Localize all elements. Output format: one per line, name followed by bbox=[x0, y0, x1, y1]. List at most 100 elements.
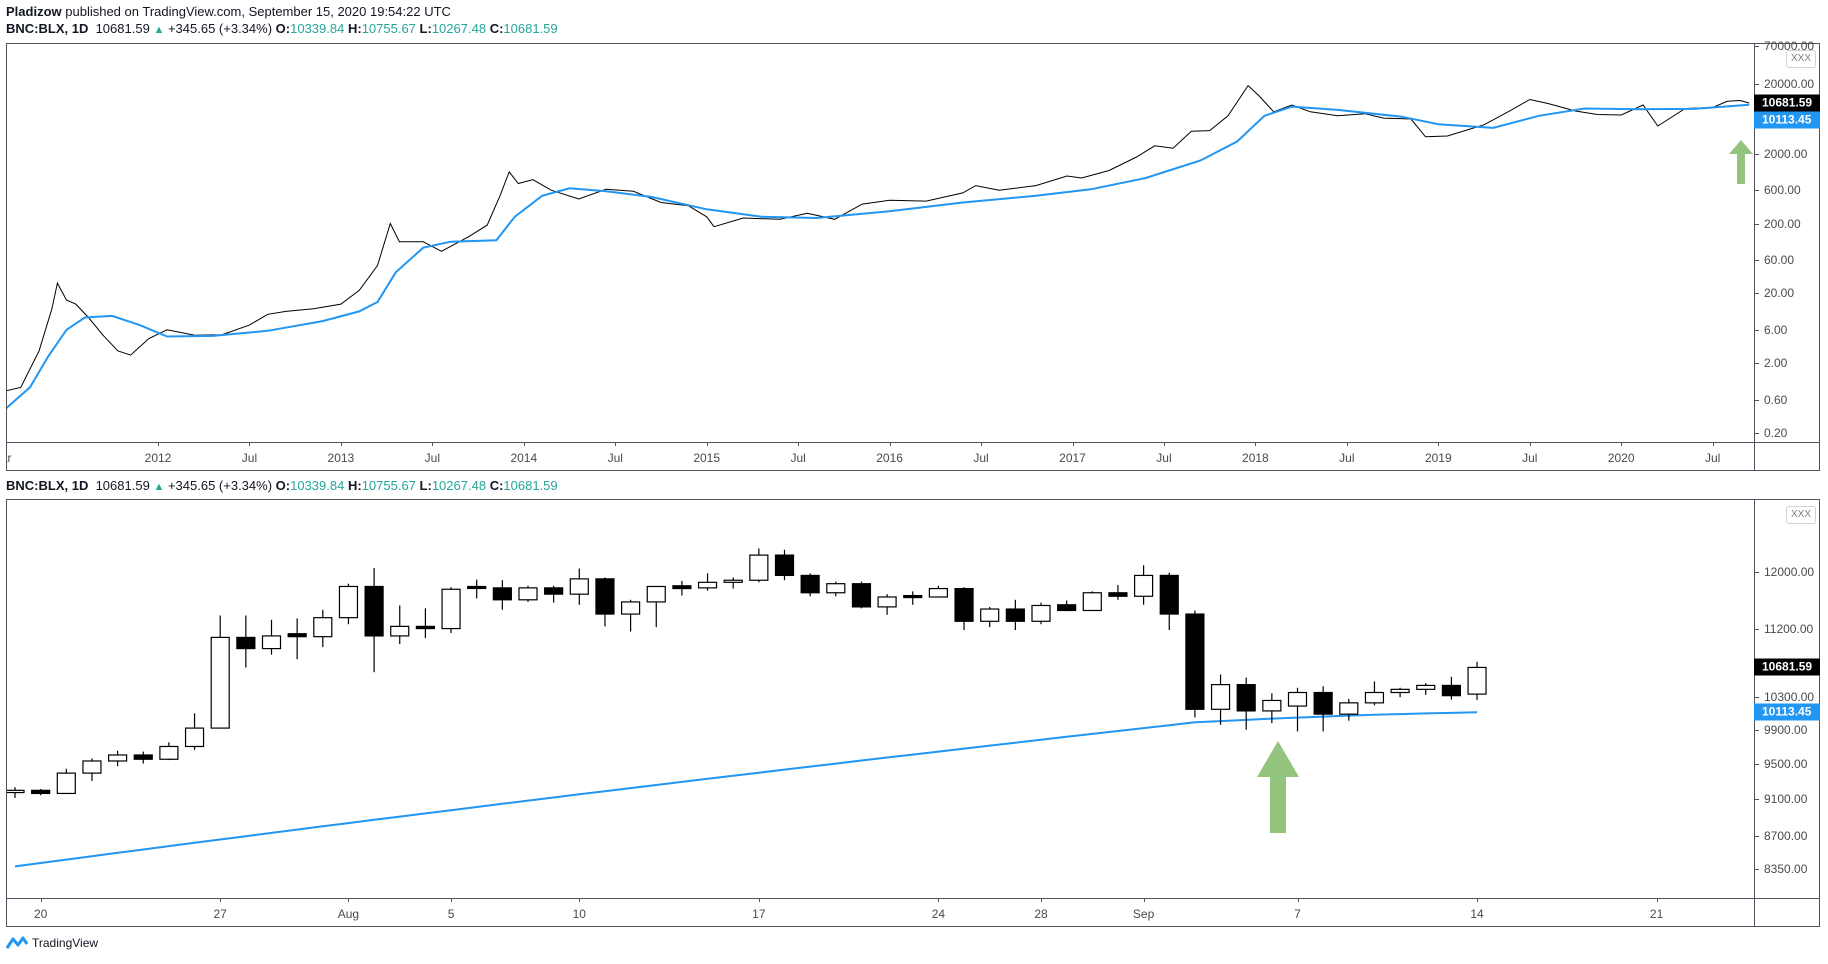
moving-average-line bbox=[7, 103, 1750, 409]
x-tick-mark bbox=[1656, 898, 1658, 902]
x-tick-mark bbox=[1072, 442, 1074, 446]
candle[interactable] bbox=[1031, 602, 1051, 625]
candle[interactable] bbox=[287, 618, 307, 660]
ma-value-tag: 10113.45 bbox=[1754, 703, 1820, 721]
candle[interactable] bbox=[313, 609, 333, 648]
candle[interactable] bbox=[1185, 610, 1205, 718]
low-value: 10267.48 bbox=[431, 478, 487, 493]
ma-value-tag: 10113.45 bbox=[1754, 111, 1820, 129]
candle[interactable] bbox=[1210, 674, 1231, 725]
candle[interactable] bbox=[697, 573, 718, 591]
candle[interactable] bbox=[441, 587, 461, 633]
candle[interactable] bbox=[1236, 677, 1256, 730]
candle[interactable] bbox=[1339, 698, 1359, 721]
bottom-price-axis[interactable]: XXX 12400.0012000.0011200.0010300.009900… bbox=[1753, 500, 1820, 898]
candle[interactable] bbox=[1262, 693, 1282, 724]
candle[interactable] bbox=[56, 768, 76, 795]
candle[interactable] bbox=[980, 606, 1000, 628]
scale-button[interactable]: XXX bbox=[1786, 50, 1816, 68]
candle[interactable] bbox=[338, 583, 359, 625]
candle[interactable] bbox=[1159, 572, 1179, 631]
candle[interactable] bbox=[1364, 681, 1385, 706]
candle[interactable] bbox=[518, 585, 538, 602]
candle[interactable] bbox=[236, 615, 256, 668]
candle[interactable] bbox=[749, 548, 769, 583]
candle[interactable] bbox=[159, 742, 179, 761]
candle[interactable] bbox=[877, 594, 897, 615]
candle[interactable] bbox=[928, 585, 949, 598]
x-tick-label: 2016 bbox=[876, 451, 903, 465]
candle[interactable] bbox=[1416, 683, 1436, 695]
x-tick-mark bbox=[1143, 898, 1145, 902]
candle[interactable] bbox=[903, 591, 923, 605]
candle[interactable] bbox=[723, 577, 743, 589]
x-tick-label: 2014 bbox=[510, 451, 538, 465]
candle[interactable] bbox=[107, 750, 128, 767]
candle[interactable] bbox=[390, 605, 410, 645]
high-label: H: bbox=[347, 478, 362, 493]
y-tick-label: 200.00 bbox=[1754, 216, 1801, 231]
candle[interactable] bbox=[1082, 591, 1102, 612]
green-up-arrow-icon bbox=[1729, 140, 1753, 184]
top-time-axis[interactable]: ar 2012 Jul 2013 Jul 2014 Jul 2015 Jul 2016 Jul 201… bbox=[6, 442, 1820, 471]
candle[interactable] bbox=[1390, 687, 1410, 698]
candle[interactable] bbox=[1441, 676, 1462, 700]
candle[interactable] bbox=[1005, 599, 1025, 631]
candle[interactable] bbox=[184, 713, 205, 750]
candle[interactable] bbox=[954, 587, 974, 631]
candle[interactable] bbox=[595, 577, 615, 627]
scale-button[interactable]: XXX bbox=[1786, 506, 1816, 524]
candle[interactable] bbox=[415, 608, 435, 639]
candle[interactable] bbox=[851, 581, 872, 609]
candle[interactable] bbox=[133, 751, 153, 764]
candle[interactable] bbox=[774, 549, 795, 581]
candle[interactable] bbox=[1108, 585, 1128, 600]
up-triangle-icon: ▲ bbox=[153, 24, 165, 36]
candle[interactable] bbox=[800, 573, 820, 597]
candle[interactable] bbox=[544, 585, 564, 603]
top-chart-panel[interactable]: XXX 70000.00 20000.00 2000.00 600.00 200.00 6… bbox=[6, 39, 1820, 443]
symbol-label: BNC:BLX, 1D bbox=[6, 21, 89, 36]
tradingview-logo[interactable]: TradingView bbox=[6, 936, 98, 950]
candle[interactable] bbox=[620, 599, 641, 632]
candle[interactable] bbox=[82, 758, 102, 782]
candle[interactable] bbox=[210, 615, 230, 729]
candle[interactable] bbox=[1467, 661, 1487, 700]
candle-body-up bbox=[826, 583, 846, 594]
open-label: O: bbox=[275, 478, 291, 493]
candle-body-down bbox=[1441, 684, 1462, 697]
author-name: Pladizow bbox=[6, 4, 62, 19]
top-time-axis-labels: ar 2012 Jul 2013 Jul 2014 Jul 2015 Jul 2016 Jul 201… bbox=[7, 442, 1755, 470]
candle[interactable] bbox=[672, 580, 692, 596]
bottom-time-axis[interactable]: 20 27 Aug 5 10 17 24 28 Sep 7 14 21 bbox=[6, 898, 1820, 927]
top-plot-area[interactable] bbox=[7, 44, 1755, 442]
candle[interactable] bbox=[261, 619, 282, 655]
candle-body-up bbox=[518, 587, 538, 601]
open-value: 10339.84 bbox=[290, 478, 345, 493]
candle[interactable] bbox=[1287, 687, 1308, 732]
x-tick-label: 21 bbox=[1649, 907, 1664, 921]
candle[interactable] bbox=[31, 788, 51, 796]
candle[interactable] bbox=[492, 580, 512, 610]
candle[interactable] bbox=[364, 567, 384, 673]
candle[interactable] bbox=[1313, 686, 1333, 732]
candle-body-up bbox=[184, 727, 205, 748]
candle[interactable] bbox=[1133, 565, 1154, 605]
candle-body-up bbox=[7, 789, 25, 794]
candle-body-down bbox=[492, 587, 512, 601]
candle-body-up bbox=[1339, 702, 1359, 715]
low-label: L: bbox=[419, 21, 432, 36]
candle[interactable] bbox=[826, 581, 846, 597]
candle[interactable] bbox=[7, 787, 25, 798]
bottom-plot-area[interactable] bbox=[7, 500, 1755, 898]
bottom-chart-panel[interactable]: XXX 12400.0012000.0011200.0010300.009900… bbox=[6, 499, 1820, 899]
x-tick-mark bbox=[938, 898, 940, 902]
x-tick-label: 2015 bbox=[693, 451, 721, 465]
candle[interactable] bbox=[646, 585, 666, 628]
candle[interactable] bbox=[467, 579, 487, 599]
candle[interactable] bbox=[1057, 600, 1077, 612]
top-price-axis[interactable]: XXX 70000.00 20000.00 2000.00 600.00 200.00 6… bbox=[1753, 39, 1820, 442]
y-tick-label: 9500.00 bbox=[1753, 756, 1808, 771]
candle[interactable] bbox=[569, 568, 589, 605]
candle-body-up bbox=[620, 601, 641, 615]
